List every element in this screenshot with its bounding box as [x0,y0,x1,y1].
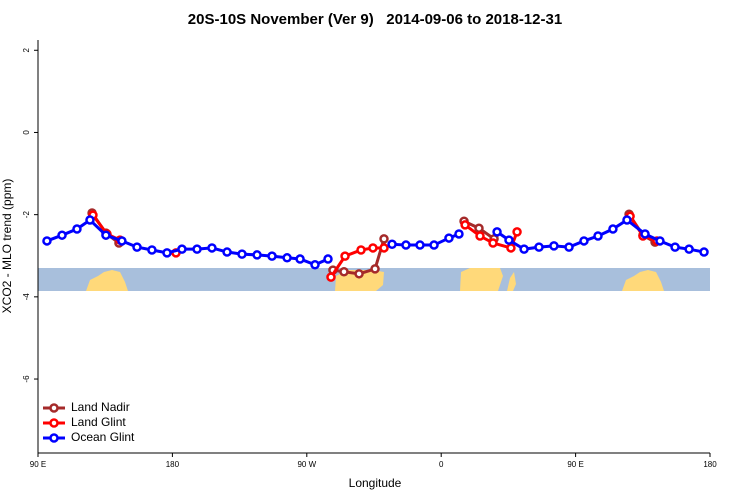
point [655,236,665,246]
point [368,243,378,253]
legend-label: Land Glint [71,415,126,429]
point [295,254,305,264]
point [640,229,650,239]
point [699,247,709,257]
point [444,233,454,243]
point [564,242,574,252]
legend-marker [49,403,59,413]
point [267,251,277,261]
point [177,244,187,254]
point [339,267,349,277]
point [401,240,411,250]
point [684,244,694,254]
x-tick-label: 180 [703,460,717,469]
point [237,249,247,259]
point [207,243,217,253]
y-tick-label: -4 [22,293,31,301]
y-tick-label: -6 [22,375,31,383]
point [57,230,67,240]
point [512,227,522,237]
legend-marker [49,418,59,428]
point [549,241,559,251]
y-tick-label: -2 [22,211,31,219]
point [474,223,484,233]
x-tick-label: 0 [439,460,444,469]
chart-title: 20S-10S November (Ver 9) 2014-09-06 to 2… [188,11,562,28]
point [379,234,389,244]
point [593,231,603,241]
point [415,240,425,250]
point [282,253,292,263]
point [460,220,470,230]
point [370,264,380,274]
point [323,254,333,264]
point [534,242,544,252]
point [387,239,397,249]
x-tick-label: 90 E [567,460,583,469]
point [222,247,232,257]
point [310,260,320,270]
legend-label: Ocean Glint [71,430,135,444]
point [42,236,52,246]
point [326,272,336,282]
map-band [38,268,710,291]
x-tick-label: 180 [166,460,180,469]
point [488,238,498,248]
point [162,248,172,258]
point [72,224,82,234]
point [454,229,464,239]
point [670,242,680,252]
point [492,227,502,237]
point [579,236,589,246]
point [147,245,157,255]
legend-marker [49,433,59,443]
point [101,230,111,240]
point [132,242,142,252]
point [506,243,516,253]
point [117,236,127,246]
y-tick-label: 0 [22,130,31,135]
y-axis-label: XCO2 - MLO trend (ppm) [0,179,14,314]
point [504,235,514,245]
point [608,224,618,234]
point [85,215,95,225]
point [475,231,485,241]
point [252,250,262,260]
x-tick-label: 90 E [30,460,46,469]
point [354,269,364,279]
point [379,243,389,253]
point [340,251,350,261]
point [519,244,529,254]
point [356,245,366,255]
point [192,244,202,254]
x-axis-label: Longitude [349,476,402,490]
x-tick-label: 90 W [297,460,316,469]
point [429,240,439,250]
point [622,215,632,225]
legend-label: Land Nadir [71,400,130,414]
y-tick-label: 2 [22,48,31,53]
